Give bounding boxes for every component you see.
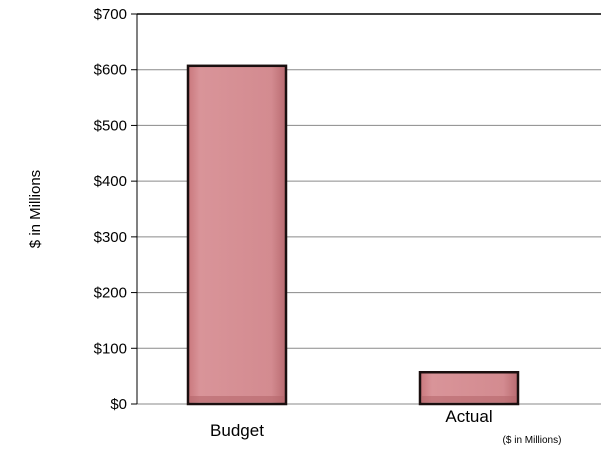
bar-bevel-actual — [422, 396, 516, 402]
y-axis-title: $ in Millions — [27, 170, 44, 248]
y-tick-label-4: $400 — [94, 173, 127, 190]
units-note: ($ in Millions) — [503, 435, 562, 446]
y-tick-label-5: $500 — [94, 117, 127, 134]
y-axis-ticks: $0 $100 $200 $300 $400 $500 $600 $700 — [94, 6, 138, 413]
y-tick-label-2: $200 — [94, 285, 127, 302]
bar-bevel-budget — [190, 396, 284, 402]
y-tick-label-1: $100 — [94, 340, 127, 357]
bars — [186, 64, 520, 406]
y-tick-label-0: $0 — [110, 396, 127, 413]
x-tick-label-budget: Budget — [210, 421, 264, 440]
y-tick-label-6: $600 — [94, 62, 127, 79]
x-axis-labels: Budget Actual — [210, 407, 493, 440]
bar-budget — [186, 64, 288, 406]
x-tick-label-actual: Actual — [445, 407, 492, 426]
y-tick-label-7: $700 — [94, 6, 127, 23]
y-tick-label-3: $300 — [94, 229, 127, 246]
